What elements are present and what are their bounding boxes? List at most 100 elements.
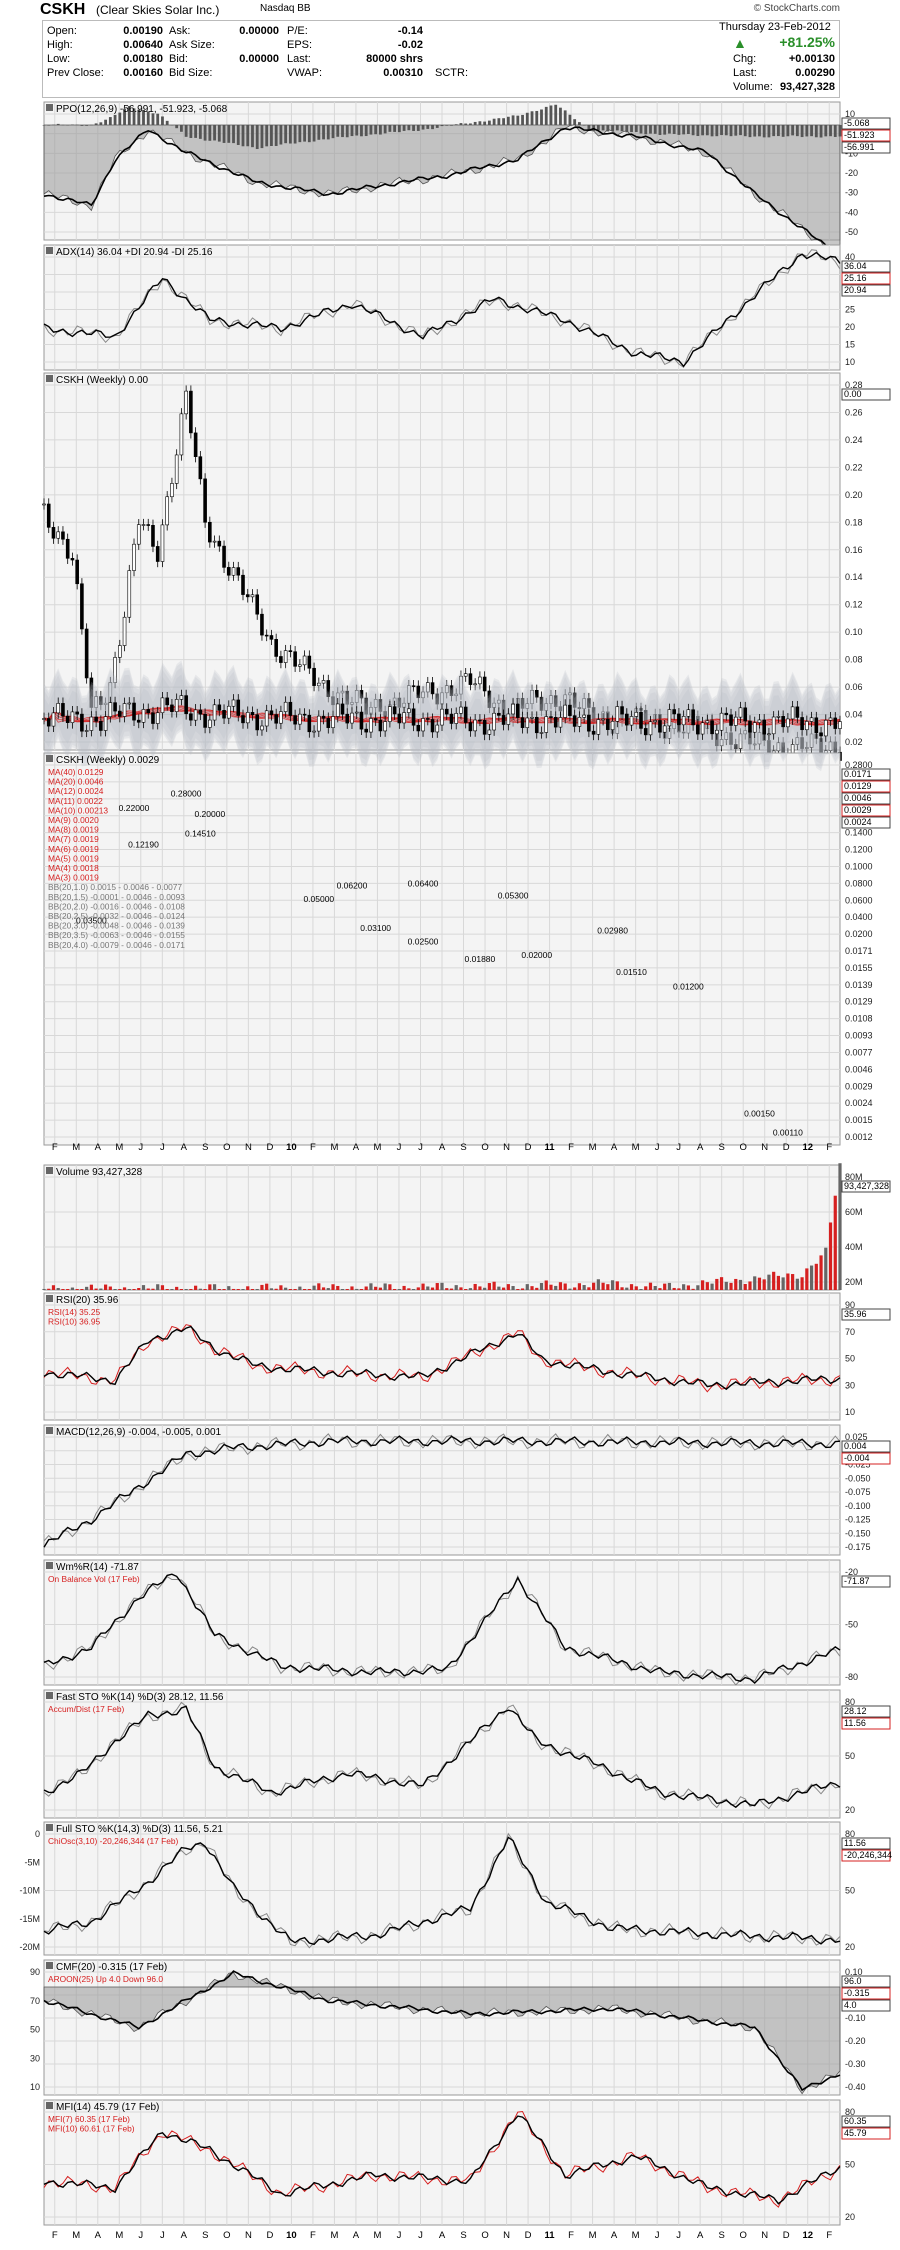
- month-label-top: 12: [802, 1142, 813, 1153]
- volume-bar: [445, 1288, 449, 1290]
- panel-title: Fast STO %K(14) %D(3) 28.12, 11.56: [56, 1692, 224, 1703]
- y-tick-label: 0.0400: [845, 912, 873, 922]
- volume-bar: [525, 1284, 529, 1290]
- histogram-bar: [317, 125, 321, 140]
- candle-body: [345, 713, 350, 724]
- prev-close-label: Prev Close:: [47, 67, 104, 79]
- month-label-bottom: F: [310, 2230, 316, 2241]
- volume-bar: [265, 1283, 269, 1290]
- histogram-bar: [445, 125, 449, 126]
- volume-bar: [388, 1284, 392, 1290]
- panel-icon: [46, 1167, 53, 1174]
- candle-body: [364, 728, 368, 733]
- y-tick-label: -0.100: [845, 1501, 871, 1511]
- price-annotation: 0.06200: [337, 881, 368, 891]
- candle-body: [402, 712, 406, 724]
- volume-bar: [66, 1289, 70, 1290]
- histogram-bar: [383, 125, 387, 134]
- candle-body: [317, 682, 321, 686]
- candle-body: [520, 698, 525, 709]
- candle-body: [449, 685, 454, 696]
- candle-body: [700, 722, 705, 735]
- indicator-line: [43, 126, 841, 257]
- histogram-bar: [677, 125, 681, 135]
- candle-body: [416, 685, 421, 699]
- volume-bar: [629, 1284, 634, 1290]
- panel-icon: [46, 1562, 53, 1569]
- candle-body: [184, 390, 188, 415]
- panel-icon: [46, 247, 53, 254]
- histogram-bar: [80, 125, 84, 126]
- last-value-label: 0.0046: [844, 793, 872, 803]
- y-tick-label: 50: [845, 2160, 855, 2170]
- volume-bar: [56, 1287, 60, 1290]
- histogram-bar: [440, 125, 444, 127]
- candle-body: [317, 715, 321, 732]
- candle-body: [80, 713, 84, 732]
- candle-body: [800, 717, 804, 731]
- candle-body: [383, 721, 387, 732]
- histogram-bar: [772, 125, 776, 137]
- candle-body: [122, 703, 127, 717]
- candle-body: [478, 676, 482, 685]
- candle-body: [719, 712, 724, 731]
- candle-body: [264, 634, 269, 637]
- y-tick-label: 0.0800: [845, 878, 873, 888]
- month-label-bottom: F: [568, 2230, 574, 2241]
- volume-bar: [772, 1271, 776, 1290]
- month-label-bottom: J: [418, 2230, 423, 2241]
- y-tick-label: 0.26: [845, 407, 863, 417]
- histogram-bar: [668, 125, 671, 134]
- candle-body: [568, 704, 572, 716]
- volume-bar: [393, 1289, 397, 1290]
- candle-body: [478, 719, 482, 722]
- candle-body: [482, 676, 487, 692]
- y-tick-label: 0.08: [845, 655, 863, 665]
- candle-body: [70, 558, 75, 561]
- histogram-bar: [473, 121, 477, 125]
- volume-bar: [648, 1282, 653, 1290]
- candle-body: [312, 667, 316, 686]
- candle-body: [103, 702, 108, 705]
- panel-icon: [46, 2102, 53, 2109]
- volume-bar: [132, 1289, 136, 1290]
- histogram-bar: [341, 125, 344, 138]
- histogram-bar: [601, 125, 605, 131]
- left-tick-label: 70: [30, 1996, 40, 2006]
- candle-body: [449, 713, 454, 724]
- chart-header: CSKH (Clear Skies Solar Inc.) Nasdaq BB …: [40, 0, 840, 100]
- volume-bar: [212, 1284, 217, 1290]
- volume-bar: [312, 1285, 316, 1290]
- last-value-marker: [841, 1849, 891, 1862]
- candle-body: [217, 704, 222, 711]
- candle-body: [222, 545, 226, 568]
- volume-bar: [350, 1286, 354, 1290]
- candle-body: [136, 524, 141, 545]
- histogram-bar: [696, 125, 700, 137]
- candle-body: [80, 583, 84, 630]
- month-label-bottom: A: [95, 2230, 102, 2241]
- candle-body: [643, 728, 648, 736]
- last-value-label: 0.0029: [844, 805, 872, 815]
- last-value-label: -56.991: [844, 142, 875, 152]
- candle-body: [132, 543, 136, 571]
- volume-bar: [231, 1288, 236, 1290]
- candle-body: [624, 713, 629, 726]
- histogram-bar: [786, 125, 790, 137]
- candle-body: [165, 697, 169, 706]
- month-label-top: M: [72, 1142, 80, 1153]
- candle-body: [558, 717, 563, 728]
- y-tick-label: 0.0015: [845, 1115, 873, 1125]
- histogram-bar: [203, 125, 207, 141]
- candle-body: [46, 503, 51, 528]
- ask-label: Ask:: [169, 25, 191, 37]
- month-label-bottom: O: [739, 2230, 746, 2241]
- price-annotation: 0.22000: [119, 803, 150, 813]
- candle-body: [658, 720, 662, 733]
- panel-icon: [46, 1295, 53, 1302]
- last-value-label: -0.315: [844, 1988, 870, 1998]
- candle-body: [563, 704, 567, 718]
- last-value-label: 93,427,328: [844, 1181, 889, 1191]
- histogram-bar: [236, 125, 240, 145]
- histogram-bar: [663, 125, 667, 135]
